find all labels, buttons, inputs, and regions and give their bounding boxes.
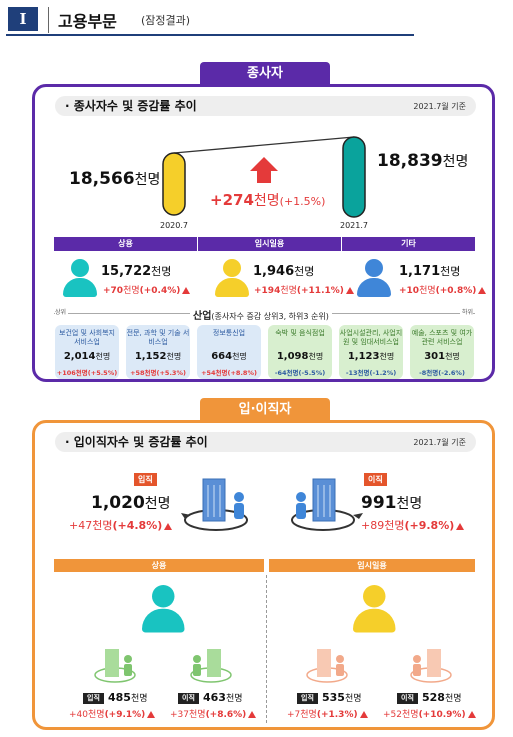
regular-exit-change: +37천명(+8.6%) [170,707,257,720]
employees-tab: 종사자 [200,62,330,86]
group-header-temporary: 임시일용 [269,559,475,572]
turnover-reference-date: 2021.7월 기준 [413,438,466,447]
person-icon [215,259,249,297]
industry-card: 전문, 과학 및 기술 서비스업 1,152천명 +58천명(+5.3%) [126,325,190,379]
group-header-regular: 상용 [54,559,264,572]
entry-tag: 입직 [134,473,157,486]
page-title: 고용부문 [58,12,117,31]
temporary-entry-change: +7천명(+1.3%) [287,707,368,720]
regular-entry-tag: 입직 [83,693,104,704]
section-numeral: Ⅰ [8,7,38,31]
temporary-entry-value: 535천명 [322,691,362,704]
industry-card: 숙박 및 음식점업 1,098천명 -64천명(-5.5%) [268,325,332,379]
category-header-temporary: 임시일용 [198,237,341,251]
person-icon [142,585,185,633]
category-header-other: 기타 [342,237,475,251]
employees-section-title: · 종사자수 및 증감률 추이 [65,99,197,113]
industry-card: 보건업 및 사회복지 서비스업 2,014천명 +106천명(+5.5%) [55,325,119,379]
header-underline [6,34,414,36]
industry-heading: 산업(종사자수 증감 상위3, 하위3 순위) [190,307,332,322]
other-change: +10천명(+0.8%) [399,283,487,296]
temporary-exit-tag: 이직 [397,693,418,704]
upper-rank-label: 상위 [55,307,69,316]
entry-value: 1,020천명 [91,493,171,513]
exit-value: 991천명 [361,493,423,513]
exit-tag: 이직 [364,473,387,486]
employees-panel: · 종사자수 및 증감률 추이 2021.7월 기준 18,566천명 2020… [32,84,495,382]
entry-building-icon [181,478,248,531]
increase-arrow-icon [250,157,278,183]
employees-total-change: +274천명(+1.5%) [210,191,326,209]
exit-change: +89천명(+9.8%) [361,517,465,533]
employees-reference-date: 2021.7월 기준 [413,102,466,111]
temporary-entry-tag: 입직 [297,693,318,704]
person-icon [357,259,391,297]
period-2020: 2020.7 [160,221,188,230]
group-divider [266,575,267,723]
page-subtitle: (잠정결과) [141,14,191,27]
turnover-section-title: · 입이직자수 및 증감률 추이 [65,435,208,449]
regular-entry-icon [94,649,136,683]
temporary-value: 1,946천명 [253,264,315,279]
industry-card: 정보통신업 664천명 +54천명(+8.8%) [197,325,261,379]
employees-2021-value: 18,839천명 [377,151,469,171]
trend-connector-line [173,136,355,154]
temporary-exit-value: 528천명 [422,691,462,704]
entry-change: +47천명(+4.8%) [69,517,173,533]
turnover-section-bar: · 입이직자수 및 증감률 추이 2021.7월 기준 [55,432,476,452]
temporary-exit-icon [410,649,452,683]
person-icon [353,585,396,633]
category-header-regular: 상용 [54,237,197,251]
regular-entry-change: +40천명(+9.1%) [69,707,156,720]
regular-entry-value: 485천명 [108,691,148,704]
regular-exit-icon [190,649,232,683]
temporary-change: +194천명(+11.1%) [254,283,354,296]
regular-value: 15,722천명 [101,264,172,279]
bar-2021 [342,136,366,218]
period-2021: 2021.7 [340,221,368,230]
regular-exit-value: 463천명 [203,691,243,704]
turnover-panel: · 입이직자수 및 증감률 추이 2021.7월 기준 입직 1,020천명 +… [32,420,495,730]
header-divider [48,7,49,33]
employees-section-bar: · 종사자수 및 증감률 추이 2021.7월 기준 [55,96,476,116]
bar-2020 [162,152,186,216]
industry-card: 사업시설관리, 사업지원 및 임대서비스업 1,123천명 -13천명(-1.2… [339,325,403,379]
exit-building-icon [291,478,363,531]
regular-exit-tag: 이직 [178,693,199,704]
other-value: 1,171천명 [399,264,461,279]
employees-2020-value: 18,566천명 [69,169,161,189]
employee-trend-graphic [162,136,366,218]
temporary-exit-change: +52천명(+10.9%) [383,707,476,720]
report-header: Ⅰ 고용부문 (잠정결과) [6,4,414,36]
turnover-tab: 입·이직자 [200,398,330,422]
temporary-entry-icon [306,649,348,683]
regular-change: +70천명(+0.4%) [103,283,191,296]
person-icon [63,259,97,297]
lower-rank-label: 하위 [460,307,474,316]
industry-card: 예술, 스포츠 및 여가관련 서비스업 301천명 -8천명(-2.6%) [410,325,474,379]
